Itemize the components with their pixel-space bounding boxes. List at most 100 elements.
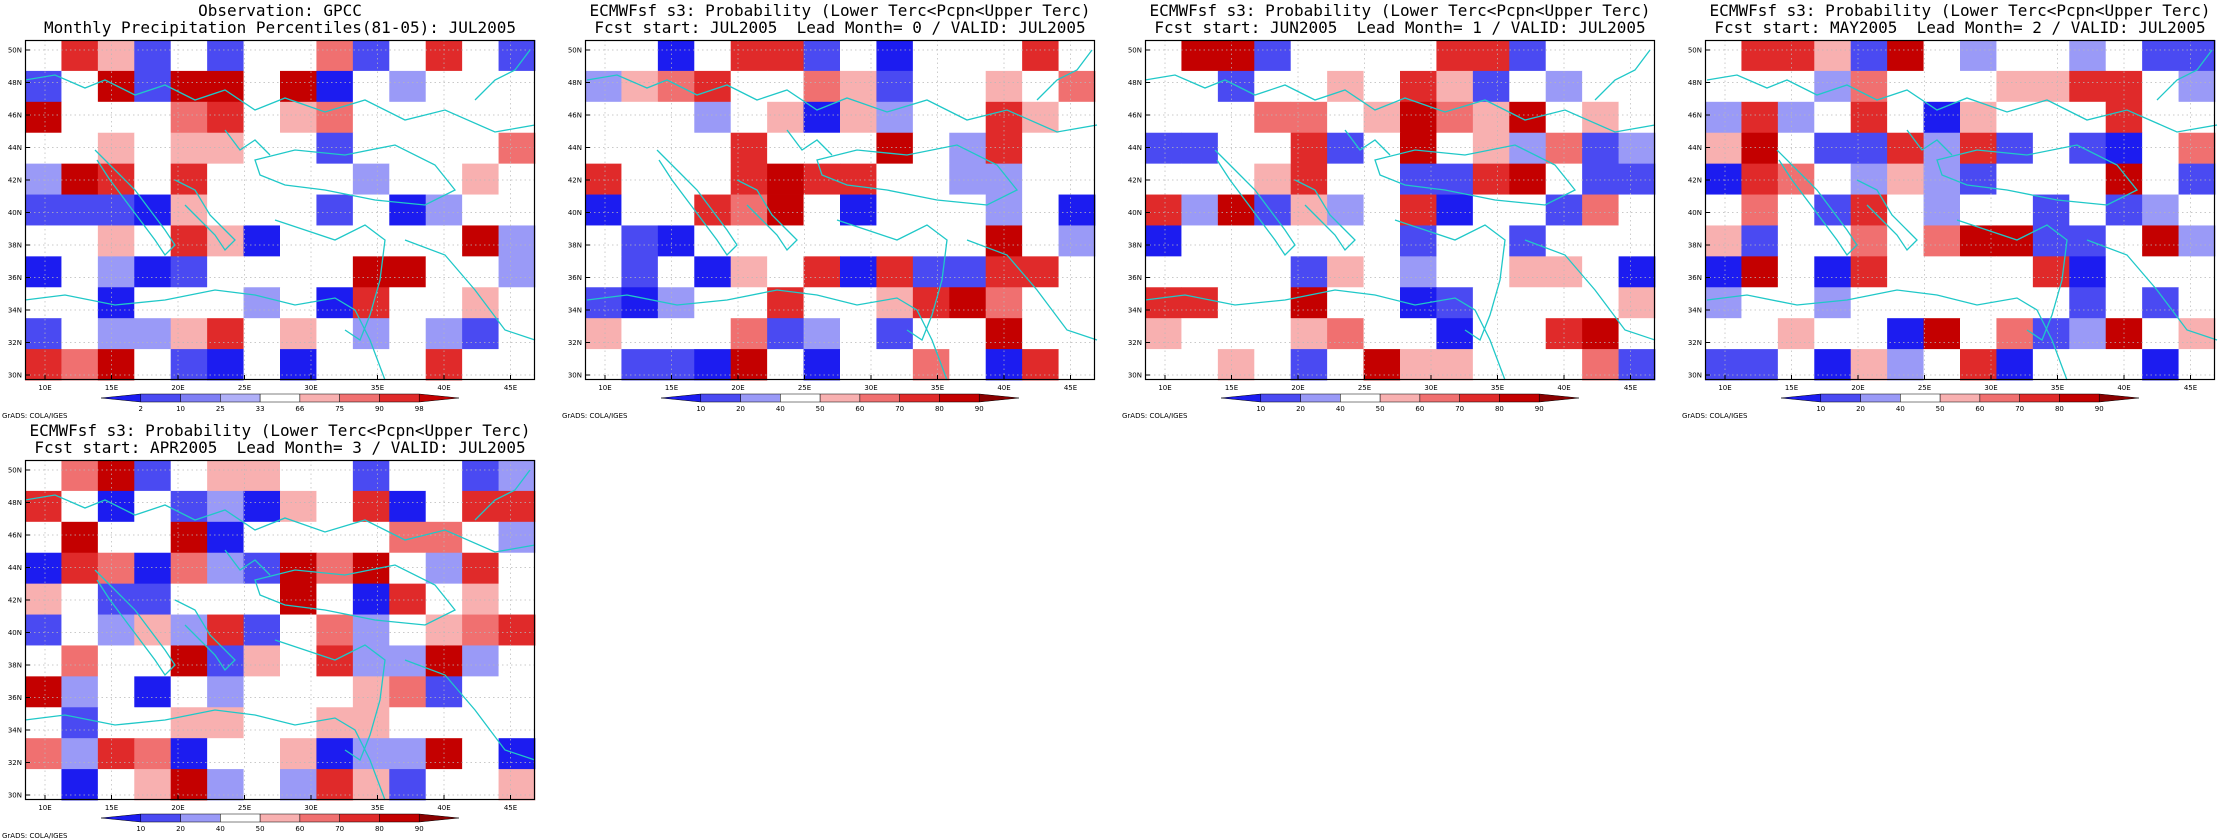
lat-tick-label: 34N [8, 727, 22, 735]
lat-tick-label: 36N [8, 274, 22, 282]
grid-cell [1582, 256, 1619, 288]
grid-cell [1181, 101, 1219, 134]
grid-cell [498, 256, 536, 288]
grid-cell [97, 460, 135, 492]
grid-cell [389, 490, 427, 523]
colorbar-segment [1538, 393, 1580, 403]
lon-tick-label: 25E [238, 804, 251, 812]
grid-cell [694, 256, 732, 288]
grid-cell [243, 738, 281, 770]
grid-cell [97, 614, 135, 646]
grid-cell [1705, 318, 1742, 350]
grid-cell [462, 521, 499, 554]
grid-cell [207, 132, 244, 165]
grid-cell [876, 349, 914, 381]
coastline [1144, 289, 1506, 381]
grid-cell [1509, 70, 1547, 103]
colorbar-segment [1979, 393, 2020, 403]
grid-cell [1022, 70, 1059, 103]
coastline [174, 179, 236, 252]
grid-cell [1618, 349, 1656, 381]
grid-cell [2178, 132, 2216, 165]
grid-cell [2142, 194, 2179, 226]
lat-tick-label: 42N [568, 177, 582, 185]
credit-label: GrADS: COLA/IGES [2, 412, 68, 420]
grid-cell [134, 738, 172, 770]
grid-cell [803, 349, 841, 381]
coastline [1706, 289, 2068, 381]
grid-cell [134, 521, 172, 554]
map-plot: 10E 15E 20E 25E 30E 35E 40E 45E 30N 32N 34N 36N 38N 4… [8, 459, 536, 812]
colorbar-label: 80 [935, 405, 944, 413]
grid-cell [1022, 287, 1059, 319]
grid-cell [25, 70, 62, 103]
grid-cell [949, 101, 987, 134]
colorbar-label: 33 [256, 405, 265, 413]
grid-cell [621, 163, 659, 195]
grid-cell [25, 738, 62, 770]
coastline [656, 149, 738, 257]
grid-cell [462, 256, 499, 288]
lat-tick-label: 40N [8, 209, 22, 217]
grid-cell [621, 349, 659, 381]
grid-cell [585, 194, 622, 226]
grid-cell [1217, 40, 1255, 72]
grid-cell [425, 70, 463, 103]
grid-cell [1145, 163, 1182, 195]
grid-cell [61, 163, 99, 195]
lat-tick-label: 34N [1128, 307, 1142, 315]
grid-cell [61, 769, 99, 801]
colorbar-label: 75 [335, 405, 344, 413]
grid-cell [243, 552, 281, 585]
grid-cell [97, 70, 135, 103]
grid-cell [2032, 132, 2070, 165]
map-plot: 10E 15E 20E 25E 30E 35E 40E 45E 30N 32N 34N 36N 38N 4… [568, 39, 1098, 392]
grid-cell [1181, 70, 1219, 103]
coastline [1344, 129, 1391, 156]
coastline [274, 219, 386, 341]
grid-cell [1996, 194, 2034, 226]
probability-field [25, 40, 536, 381]
grid-cell [243, 676, 281, 708]
grid-cell [767, 132, 804, 165]
grid-cell [498, 194, 536, 226]
grid-cell [949, 256, 987, 288]
grid-cell [949, 318, 987, 350]
grid-cell [352, 256, 390, 288]
grid-cell [316, 552, 354, 585]
colorbar-segment [220, 393, 261, 403]
grid-cell [1145, 40, 1182, 72]
coastline [1906, 129, 1953, 156]
grid-cell [389, 614, 427, 646]
grid-cell [389, 287, 427, 319]
grid-cell [1545, 70, 1583, 103]
grid-cell [1327, 318, 1364, 350]
grid-cell [1705, 287, 1742, 319]
grid-cell [134, 194, 172, 226]
grid-cell [25, 645, 62, 677]
grid-cell [1923, 287, 1961, 319]
grid-cell [389, 707, 427, 739]
lon-tick-label: 30E [1984, 384, 1997, 392]
grid-cell [803, 287, 841, 319]
grid-cell [730, 225, 768, 257]
grid-cell [425, 490, 463, 523]
colorbar-label: 60 [855, 405, 864, 413]
grid-cell [730, 287, 768, 319]
grid-cell [97, 225, 135, 257]
coastline [1594, 49, 1651, 101]
lon-tick-label: 15E [665, 384, 678, 392]
grid-cell [1217, 318, 1255, 350]
grid-cell [1850, 225, 1888, 257]
grid-cell [352, 349, 390, 381]
lat-tick-label: 30N [8, 792, 22, 800]
grid-cell [207, 101, 244, 134]
panel-title: ECMWFsf s3: Probability (Lower Terc<Pcpn… [29, 421, 531, 440]
grid-cell [1777, 349, 1815, 381]
grid-cell [1887, 256, 1924, 288]
grid-cell [1741, 132, 1779, 165]
coastline [786, 129, 833, 156]
grid-cell [170, 40, 208, 72]
grid-cell [1436, 132, 1474, 165]
coastline [24, 709, 386, 801]
